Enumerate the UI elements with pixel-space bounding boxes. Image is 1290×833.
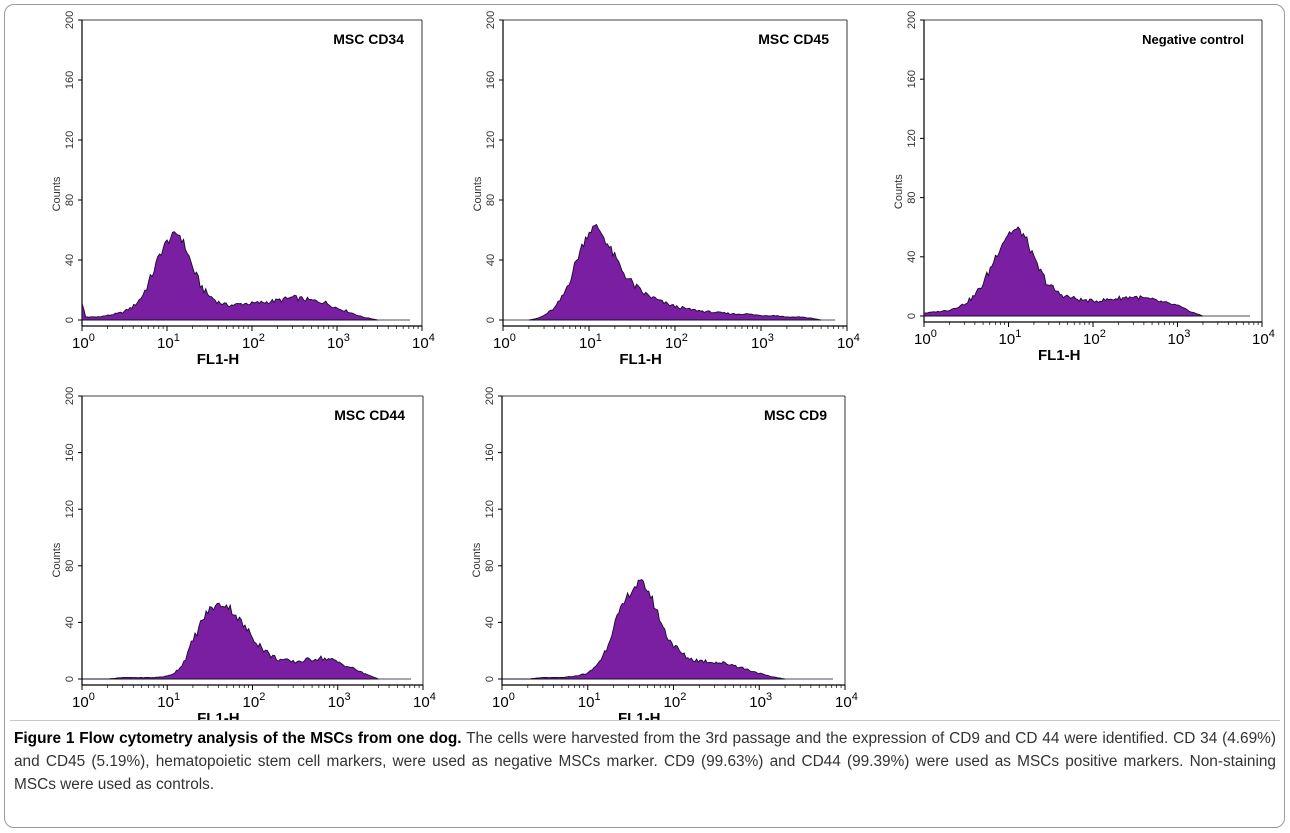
x-tick-label: 103 [751,332,774,352]
y-tick-label: 160 [485,71,497,89]
y-axis-label: Counts [51,542,63,577]
y-tick-label: 160 [64,71,76,89]
y-tick-label: 40 [64,254,76,266]
x-axis-label: FL1-H [619,351,662,368]
histogram-panel: 100 101 102 103 104 0 40 80 120 160 200 FL1-H Counts… [51,387,436,720]
histogram-area [923,226,1204,317]
y-tick-label: 120 [64,131,76,149]
x-tick-label: 101 [999,328,1022,348]
x-tick-label: 100 [72,332,95,352]
y-tick-label: 80 [64,560,76,572]
x-tick-label: 102 [665,332,688,352]
x-tick-label: 100 [72,691,95,711]
histogram-panel: 100 101 102 103 104 0 40 80 120 160 200 FL1-H Counts… [471,387,858,720]
y-tick-label: 200 [485,11,497,29]
x-tick-label: 104 [837,332,860,352]
histogram-panel: 100 101 102 103 104 0 40 80 120 160 200 FL1-H Counts… [472,11,860,368]
histogram-panel: 100 101 102 103 104 0 40 80 120 160 200 FL1-H Counts… [893,11,1275,364]
y-tick-label: 80 [64,194,76,206]
y-tick-label: 120 [906,129,918,147]
histogram-area [81,231,378,321]
y-tick-label: 40 [485,254,497,266]
y-tick-label: 80 [485,194,497,206]
y-tick-label: 200 [64,11,76,29]
y-tick-label: 0 [64,676,76,682]
figure-panels: 100 101 102 103 104 0 40 80 120 160 200 FL1-H Counts… [51,11,1275,720]
figure-caption: Figure 1 Flow cytometry analysis of the … [14,727,1276,796]
y-tick-label: 0 [64,317,76,323]
y-tick-label: 0 [484,676,496,682]
x-tick-label: 100 [492,691,515,711]
histogram-area [502,578,786,680]
x-axis-label: FL1-H [618,710,661,720]
histogram-area [528,223,822,321]
x-tick-label: 104 [1252,328,1275,348]
y-tick-label: 120 [485,131,497,149]
x-tick-label: 101 [579,332,602,352]
y-tick-label: 200 [64,387,76,405]
x-tick-label: 102 [1083,328,1106,348]
panel-title: MSC CD44 [334,407,405,423]
caption-text: The cells were harvested from the 3rd pa… [14,730,1276,793]
y-axis-label: Counts [51,176,63,211]
y-tick-label: 80 [484,560,496,572]
x-tick-label: 104 [835,691,858,711]
x-tick-label: 103 [328,691,351,711]
panel-title: Negative control [1142,32,1244,47]
x-tick-label: 104 [412,332,435,352]
y-tick-label: 40 [906,251,918,263]
y-tick-label: 40 [64,616,76,628]
x-tick-label: 100 [493,332,516,352]
x-axis-label: FL1-H [1038,347,1081,364]
y-tick-label: 160 [64,443,76,461]
y-tick-label: 120 [484,500,496,518]
y-tick-label: 160 [484,443,496,461]
x-tick-label: 102 [242,332,265,352]
panel-title: MSC CD45 [758,31,829,47]
y-tick-label: 0 [906,313,918,319]
y-axis-label: Counts [471,542,483,577]
figure-frame [4,4,1285,828]
y-tick-label: 0 [485,317,497,323]
y-tick-label: 40 [484,616,496,628]
caption-title: Figure 1 Flow cytometry analysis of the … [14,730,462,747]
x-tick-label: 103 [1168,328,1191,348]
y-tick-label: 160 [906,70,918,88]
y-axis-label: Counts [472,176,484,211]
histogram-panel: 100 101 102 103 104 0 40 80 120 160 200 FL1-H Counts… [51,11,435,368]
x-tick-label: 104 [413,691,436,711]
y-tick-label: 200 [906,11,918,29]
histogram-area [82,602,379,680]
panel-title: MSC CD9 [764,407,827,423]
x-axis-label: FL1-H [197,710,240,720]
x-axis-label: FL1-H [197,351,240,368]
y-axis-label: Counts [893,174,905,209]
y-tick-label: 80 [906,191,918,203]
y-tick-label: 120 [64,500,76,518]
panel-title: MSC CD34 [333,31,404,47]
x-tick-label: 101 [157,691,180,711]
y-tick-label: 200 [484,387,496,405]
x-tick-label: 103 [327,332,350,352]
x-tick-label: 101 [578,691,601,711]
x-tick-label: 102 [664,691,687,711]
caption-divider [10,720,1280,721]
x-tick-label: 103 [749,691,772,711]
x-tick-label: 102 [243,691,266,711]
x-tick-label: 101 [157,332,180,352]
x-tick-label: 100 [914,328,937,348]
